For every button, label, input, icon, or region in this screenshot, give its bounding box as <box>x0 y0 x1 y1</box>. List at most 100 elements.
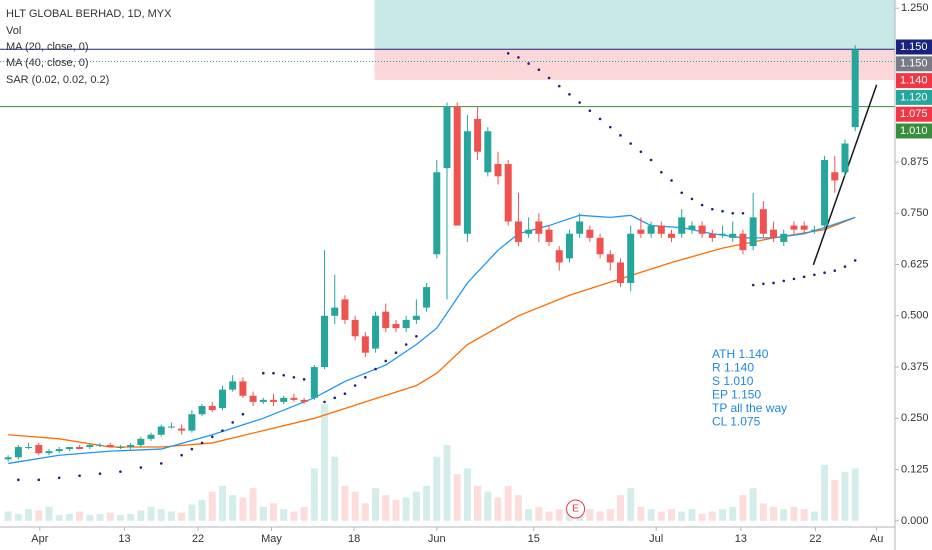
volume-bar <box>341 485 349 521</box>
candle-body <box>790 225 798 230</box>
candle-body <box>218 389 226 409</box>
candle-body <box>627 233 635 283</box>
candle-body <box>841 143 849 173</box>
sar-dot <box>221 429 224 432</box>
volume-bar <box>4 511 12 521</box>
candle-body <box>147 434 155 439</box>
candle-body <box>239 381 247 396</box>
candle-body <box>484 131 492 173</box>
candle-body <box>688 225 696 230</box>
candle-body <box>831 172 839 181</box>
sar-dot <box>190 447 194 451</box>
candle-body <box>229 381 237 390</box>
volume-bar <box>759 503 767 521</box>
x-tick-label: 18 <box>348 533 360 545</box>
volume-bar <box>780 509 788 521</box>
sar-dot <box>17 478 20 482</box>
volume-bar <box>55 515 63 521</box>
volume-bar <box>116 515 124 521</box>
volume-bar <box>96 513 104 521</box>
candle-body <box>606 254 614 263</box>
volume-bar <box>841 471 849 521</box>
sar-dot <box>139 466 143 469</box>
candle-body <box>290 397 298 400</box>
candle-body <box>565 233 573 259</box>
sar-dot <box>751 283 755 287</box>
candle-body <box>167 426 175 428</box>
sar-dot <box>762 282 765 286</box>
volume-bar <box>351 491 359 521</box>
sar-dot <box>833 269 837 272</box>
annotation: S 1.010 <box>712 374 754 388</box>
sar-dot <box>619 134 622 137</box>
candle-body <box>770 229 778 238</box>
candle-body <box>719 233 727 235</box>
sar-dot <box>415 334 418 338</box>
volume-bar <box>443 445 451 521</box>
volume-bar <box>259 506 267 521</box>
volume-bar <box>290 511 298 521</box>
sar-dot <box>364 376 367 379</box>
sar-dot <box>731 211 735 215</box>
sar-dot <box>57 476 61 480</box>
volume-bar <box>157 509 165 521</box>
candle-body <box>249 395 257 402</box>
y-tick-label: 1.250 <box>901 2 929 14</box>
candle-body <box>800 225 808 230</box>
candle-body <box>474 118 482 152</box>
candle-body <box>96 444 104 446</box>
volume-bar <box>382 495 390 521</box>
annotation: TP all the way <box>712 401 787 415</box>
candle-body <box>372 315 380 349</box>
x-tick-label: Jul <box>649 533 663 545</box>
price-label: 1.140 <box>900 75 928 87</box>
volume-bar <box>790 506 798 521</box>
candle-body <box>423 287 431 308</box>
volume-bar <box>494 497 502 521</box>
candle-body <box>759 209 767 234</box>
volume-bar <box>423 485 431 521</box>
candle-body <box>65 447 73 450</box>
y-tick-label: 0.500 <box>901 310 929 322</box>
sar-dot <box>394 351 398 355</box>
sar-dot <box>333 396 337 400</box>
sar-dot <box>78 474 81 478</box>
candle-body <box>821 159 829 226</box>
legend-item: SAR (0.02, 0.02, 0.2) <box>6 74 109 86</box>
candle-body <box>382 311 390 329</box>
sar-dot <box>608 125 612 129</box>
volume-bar <box>729 506 737 521</box>
price-label: 1.150 <box>900 58 928 70</box>
candle-body <box>453 106 461 226</box>
x-tick-label: 13 <box>735 533 747 545</box>
candle-body <box>433 172 441 255</box>
sar-dot <box>772 281 775 285</box>
sar-dot <box>292 376 296 379</box>
volume-bar <box>45 506 53 521</box>
legend-title: HLT GLOBAL BERHAD, 1D, MYX <box>6 8 172 20</box>
annotation: ATH 1.140 <box>712 347 769 361</box>
volume-bar <box>106 512 114 521</box>
candle-body <box>851 49 859 128</box>
sar-dot <box>119 470 122 473</box>
sar-dot <box>506 52 510 55</box>
candle-body <box>300 399 308 402</box>
price-label-bg <box>896 73 932 89</box>
sar-dot <box>323 400 326 404</box>
volume-bar <box>229 495 237 521</box>
volume-bar <box>739 495 747 521</box>
price-label-bg <box>896 123 932 139</box>
volume-bar <box>668 509 676 521</box>
y-tick-label: 0.375 <box>901 361 929 373</box>
candle-body <box>341 299 349 320</box>
volume-bar <box>392 499 400 521</box>
volume-bar <box>463 468 471 521</box>
volume-bar <box>545 511 553 521</box>
sar-dot <box>629 142 632 145</box>
candle-body <box>259 399 267 402</box>
volume-bar <box>627 488 635 521</box>
sar-dot <box>404 343 408 346</box>
x-tick-label: 22 <box>809 533 821 545</box>
candle-body <box>76 447 84 450</box>
